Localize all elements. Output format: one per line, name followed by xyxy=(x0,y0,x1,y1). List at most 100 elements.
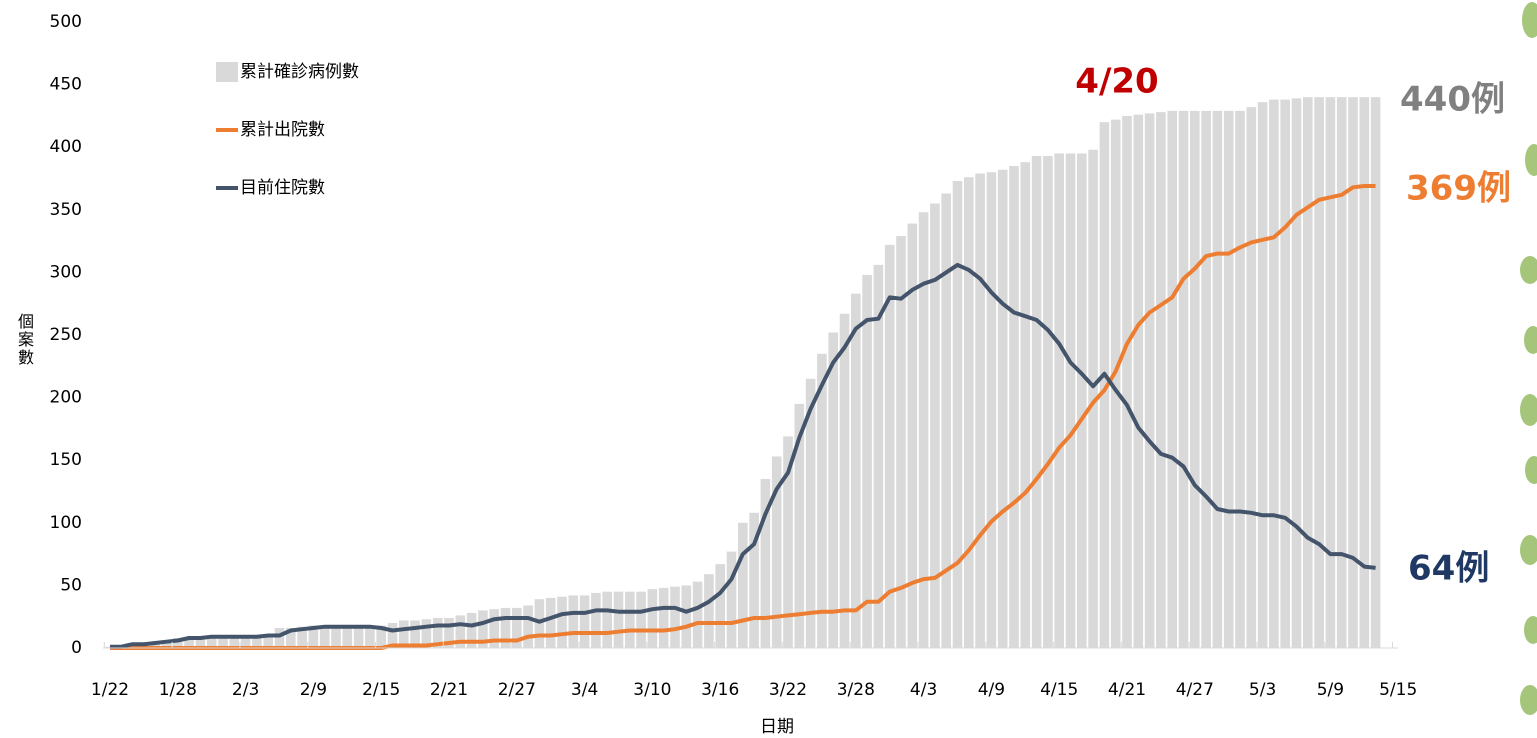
bar xyxy=(1303,97,1313,648)
bar xyxy=(953,181,963,648)
bar xyxy=(1280,100,1290,648)
annotation: 4/20 xyxy=(1075,62,1158,102)
x-tick-label: 2/27 xyxy=(498,680,536,700)
x-tick-label: 2/21 xyxy=(430,680,468,700)
y-tick-label: 350 xyxy=(50,200,82,220)
x-tick-label: 5/15 xyxy=(1379,680,1417,700)
y-tick-label: 150 xyxy=(50,450,82,470)
bar xyxy=(580,595,590,648)
x-tick-label: 2/15 xyxy=(362,680,400,700)
bar xyxy=(343,625,353,648)
bar xyxy=(874,265,884,648)
x-tick-label: 5/9 xyxy=(1317,680,1344,700)
chart: 日期 0 50 100 150 200 250 300 350 400 450 500 個案數 1/22… xyxy=(0,0,1537,738)
y-tick-label: 500 xyxy=(50,12,82,32)
bar xyxy=(1213,111,1223,648)
bar xyxy=(727,552,737,648)
x-tick-label: 3/28 xyxy=(837,680,875,700)
x-tick-label: 2/9 xyxy=(300,680,327,700)
y-tick-label: 400 xyxy=(50,137,82,157)
bar xyxy=(602,592,612,648)
bar xyxy=(1009,166,1019,648)
bar xyxy=(851,294,861,648)
decoration xyxy=(1520,2,1537,715)
bar xyxy=(919,212,929,648)
bar xyxy=(1258,102,1268,648)
bar xyxy=(670,587,680,648)
bar xyxy=(1224,111,1234,648)
bar xyxy=(1371,97,1381,648)
bar xyxy=(1201,111,1211,648)
bar xyxy=(1179,111,1189,648)
bar xyxy=(557,597,567,648)
bar xyxy=(1156,112,1166,648)
bar xyxy=(975,173,985,648)
bar xyxy=(625,592,635,648)
bar xyxy=(987,172,997,648)
bar xyxy=(569,595,579,648)
bar xyxy=(1145,113,1155,648)
bar xyxy=(998,170,1008,648)
x-tick-label: 4/27 xyxy=(1176,680,1214,700)
bar xyxy=(1021,162,1031,648)
bar xyxy=(1167,111,1177,648)
y-tick-label: 300 xyxy=(50,262,82,282)
bar xyxy=(614,592,624,648)
bar xyxy=(1032,156,1042,648)
y-tick-label: 450 xyxy=(50,75,82,95)
bar xyxy=(1337,97,1347,648)
bar xyxy=(636,592,646,648)
annotation: 64例 xyxy=(1408,549,1489,589)
bar xyxy=(275,628,285,648)
x-tick-label: 4/15 xyxy=(1040,680,1078,700)
y-tick-label: 50 xyxy=(60,575,82,595)
bar xyxy=(1043,156,1053,648)
bar xyxy=(1269,100,1279,648)
bar xyxy=(1066,153,1076,648)
bar xyxy=(682,585,692,648)
bar xyxy=(817,354,827,648)
x-tick-label: 3/22 xyxy=(769,680,807,700)
bar xyxy=(1122,116,1132,648)
bar xyxy=(1247,107,1257,648)
bar xyxy=(840,314,850,648)
y-axis-label: 個案數 xyxy=(18,312,34,367)
bar xyxy=(1314,97,1324,648)
bar xyxy=(828,332,838,648)
y-tick-label: 200 xyxy=(50,388,82,408)
bar xyxy=(964,177,974,648)
bar xyxy=(1292,98,1302,648)
bar xyxy=(1326,97,1336,648)
x-tick-label: 4/9 xyxy=(978,680,1005,700)
bar xyxy=(862,275,872,648)
y-tick-label: 0 xyxy=(71,638,82,658)
x-tick-label: 3/16 xyxy=(701,680,739,700)
x-tick-label: 2/3 xyxy=(232,680,259,700)
x-axis-label: 日期 xyxy=(760,717,794,737)
bar xyxy=(1054,153,1064,648)
legend-swatch xyxy=(216,62,238,82)
bar xyxy=(1134,115,1144,648)
bar xyxy=(354,625,364,648)
bar xyxy=(704,574,714,648)
y-tick-label: 250 xyxy=(50,325,82,345)
bar xyxy=(1190,111,1200,648)
y-tick-label: 100 xyxy=(50,513,82,533)
bar xyxy=(523,605,533,648)
bar xyxy=(331,625,341,648)
legend-label: 目前住院數 xyxy=(240,178,325,198)
bar xyxy=(659,588,669,648)
bar xyxy=(591,593,601,648)
bar xyxy=(1348,97,1358,648)
legend-label: 累計確診病例數 xyxy=(240,62,359,82)
bar xyxy=(1235,111,1245,648)
x-tick-label: 1/28 xyxy=(159,680,197,700)
legend-label: 累計出院數 xyxy=(240,120,325,140)
bar xyxy=(738,523,748,648)
x-tick-label: 4/21 xyxy=(1108,680,1146,700)
bar xyxy=(693,582,703,648)
x-tick-label: 1/22 xyxy=(91,680,129,700)
x-tick-label: 5/3 xyxy=(1249,680,1276,700)
bar xyxy=(1077,153,1087,648)
bar xyxy=(648,589,658,648)
